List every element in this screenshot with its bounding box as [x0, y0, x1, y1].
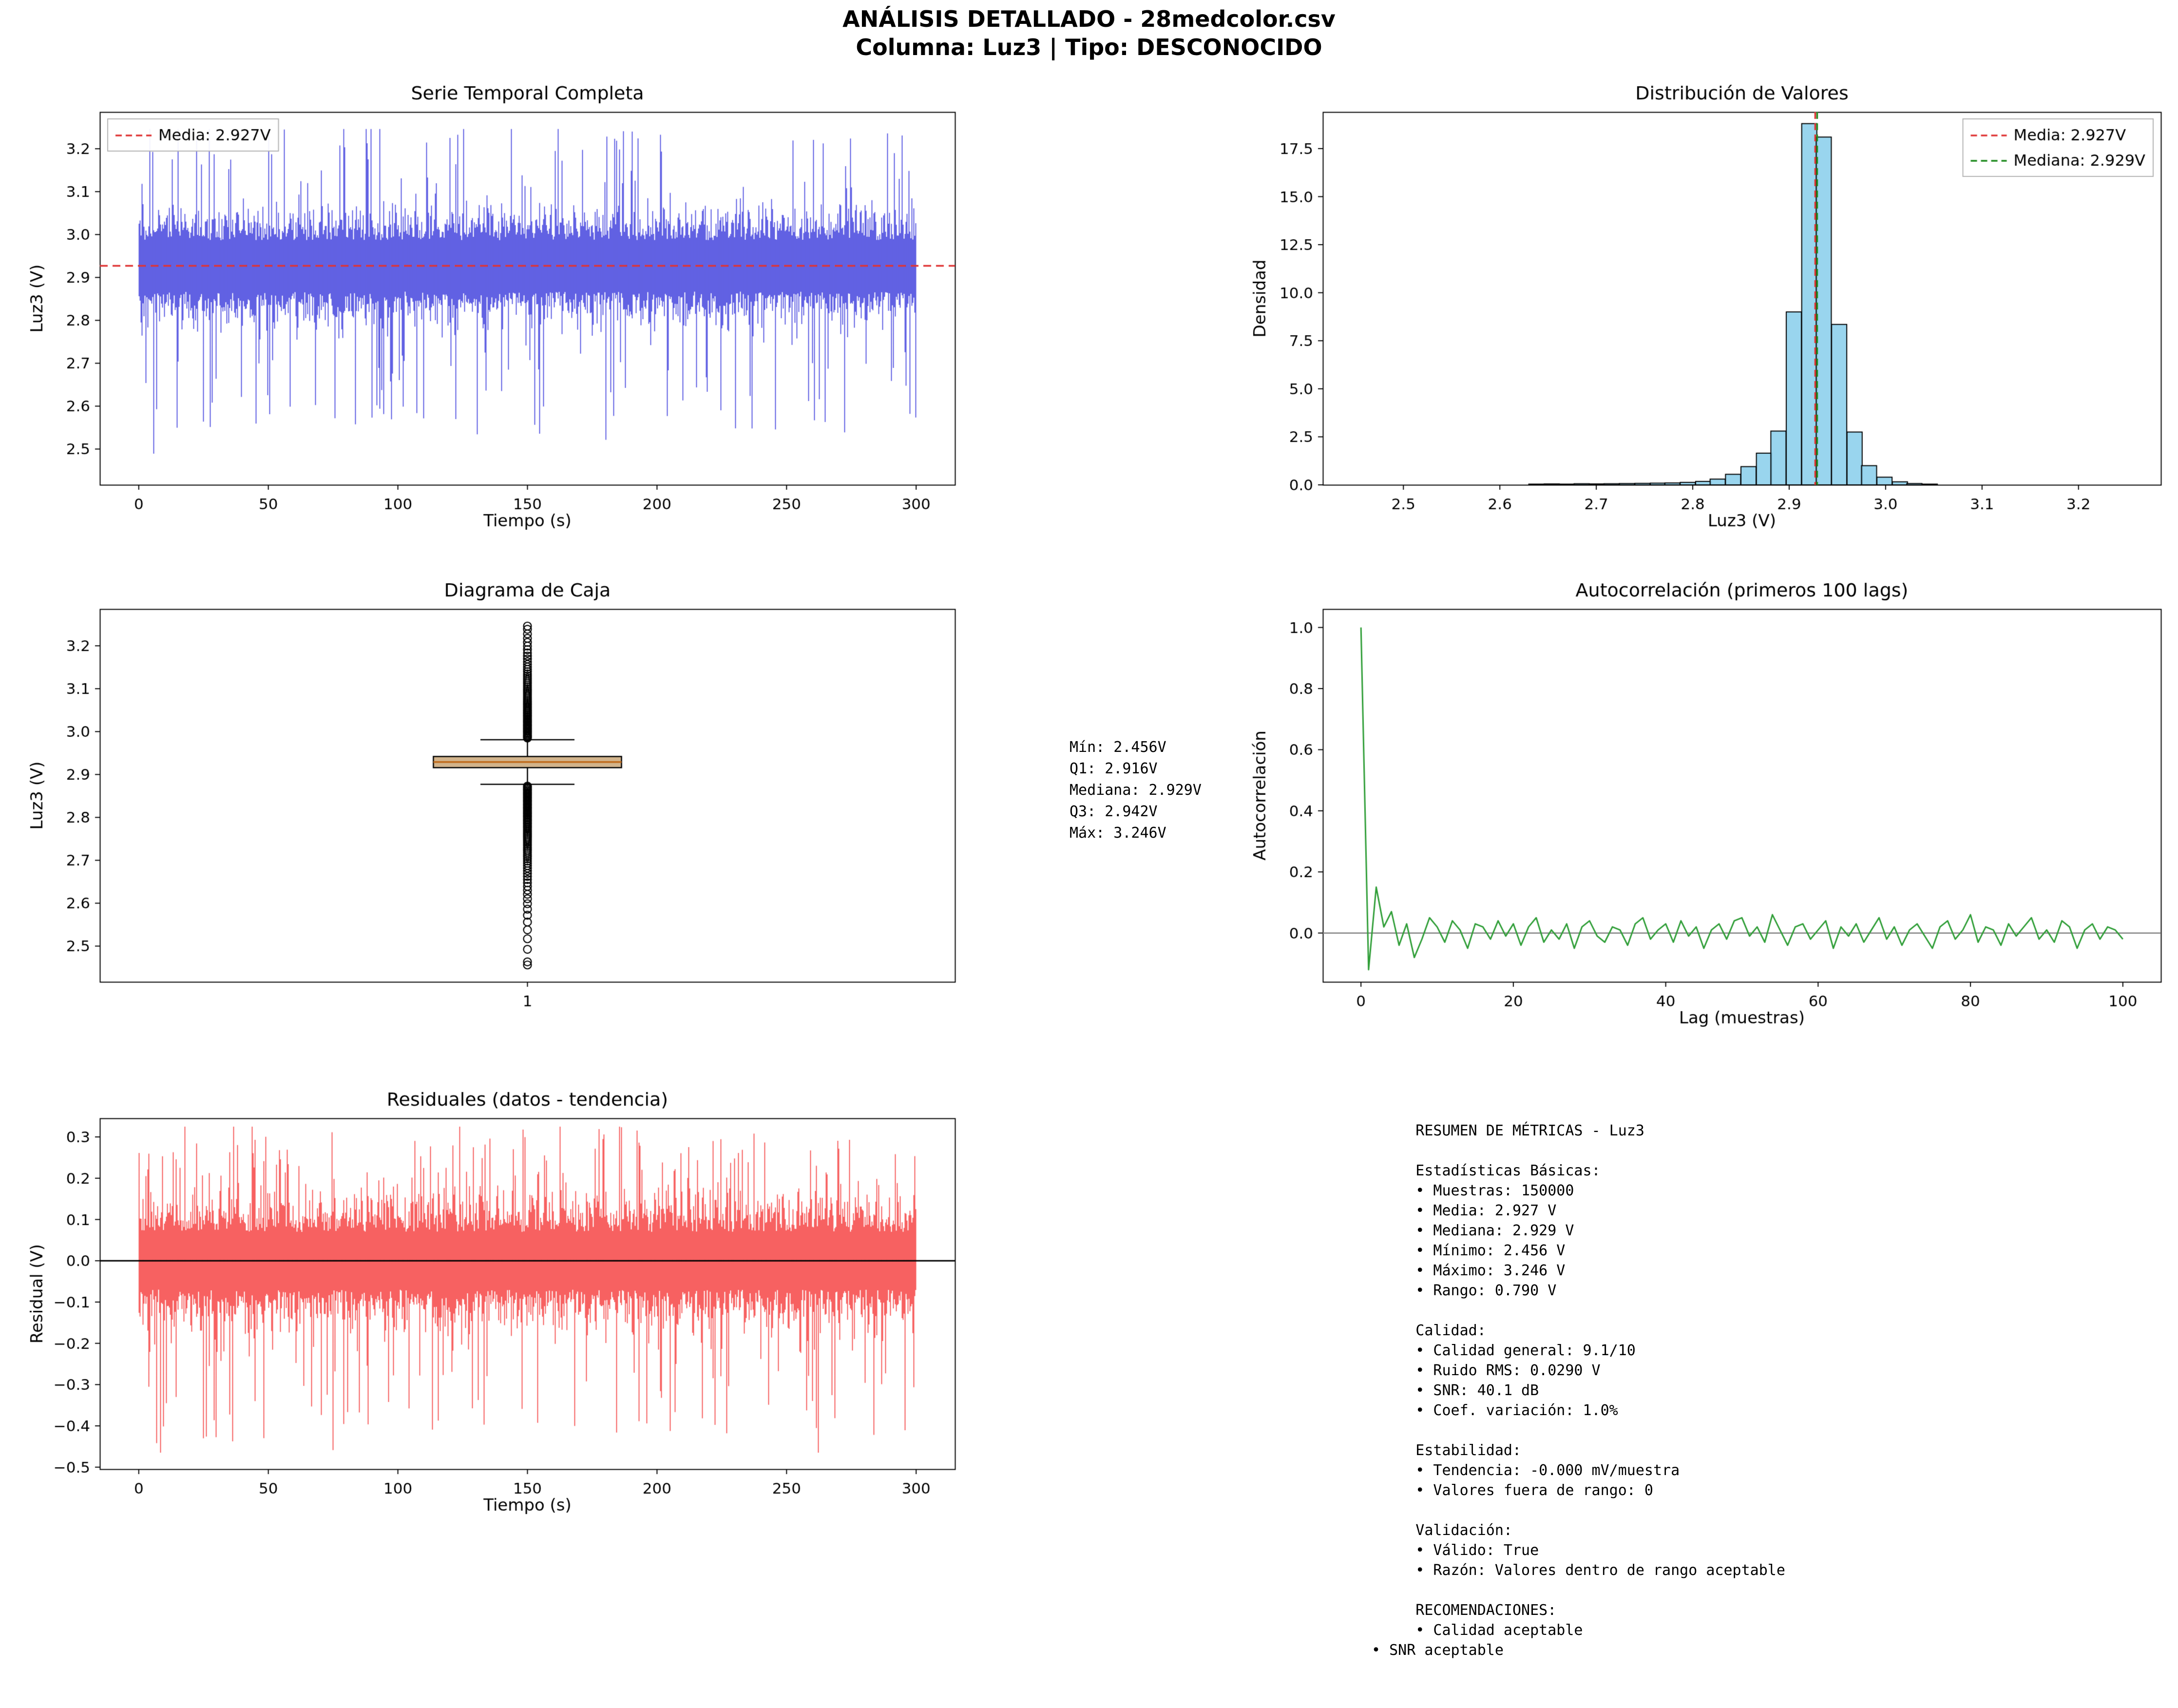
residuals-chart: [22, 1082, 967, 1520]
page-subtitle: Columna: Luz3 | Tipo: DESCONOCIDO: [856, 34, 1322, 60]
metrics-summary-text: RESUMEN DE MÉTRICAS - Luz3 Estadísticas …: [1372, 1122, 1785, 1659]
time-series-chart: [22, 76, 967, 536]
boxplot-stats-text: Mín: 2.456V Q1: 2.916V Mediana: 2.929V Q…: [1070, 739, 1202, 842]
boxplot-chart: [22, 573, 967, 1033]
page-title: ANÁLISIS DETALLADO - 28medcolor.csv: [842, 6, 1336, 32]
distribution-histogram-chart: [1245, 76, 2173, 536]
autocorrelation-chart: [1245, 573, 2173, 1033]
